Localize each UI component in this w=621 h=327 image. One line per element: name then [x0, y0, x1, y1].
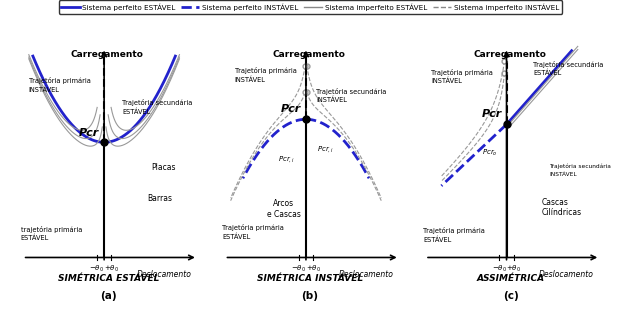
- Text: Trajetória secundária: Trajetória secundária: [550, 164, 611, 169]
- Text: trajetória primária: trajetória primária: [20, 226, 82, 233]
- Text: Cascas
Cilíndricas: Cascas Cilíndricas: [541, 198, 581, 217]
- Text: $-\theta_0$: $-\theta_0$: [492, 264, 507, 274]
- Text: Trajetória secundária: Trajetória secundária: [316, 88, 386, 95]
- Text: (b): (b): [302, 291, 319, 301]
- Text: Trajetória primária: Trajetória primária: [235, 67, 297, 74]
- Text: Trajetória primária: Trajetória primária: [222, 224, 284, 231]
- Text: INSTÁVEL: INSTÁVEL: [316, 96, 347, 103]
- Text: Trajetória secundária: Trajetória secundária: [533, 60, 604, 67]
- Text: Carregamento: Carregamento: [473, 50, 546, 59]
- Text: Pcr: Pcr: [481, 109, 502, 119]
- Text: $-\theta_0$: $-\theta_0$: [291, 264, 306, 274]
- Text: $+\theta_0$: $+\theta_0$: [104, 264, 119, 274]
- Text: Pcr: Pcr: [281, 104, 301, 114]
- Text: $Pcr_o$: $Pcr_o$: [482, 147, 497, 158]
- Text: ESTÁVEL: ESTÁVEL: [222, 233, 251, 240]
- Text: Trajetória primária: Trajetória primária: [29, 77, 91, 84]
- Text: Deslocamento: Deslocamento: [338, 270, 394, 279]
- Text: Trajetória secundária: Trajetória secundária: [122, 99, 193, 106]
- Text: Deslocamento: Deslocamento: [137, 270, 192, 279]
- Text: (a): (a): [100, 291, 117, 301]
- Text: INSTÁVEL: INSTÁVEL: [29, 86, 60, 93]
- Legend: Sistema perfeito ESTÁVEL, Sistema perfeito INSTÁVEL, Sistema imperfeito ESTÁVEL,: Sistema perfeito ESTÁVEL, Sistema perfei…: [58, 0, 563, 14]
- Text: INSTÁVEL: INSTÁVEL: [431, 77, 462, 84]
- Text: Trajetória primária: Trajetória primária: [431, 69, 493, 76]
- Text: SIMÉTRICA INSTÁVEL: SIMÉTRICA INSTÁVEL: [257, 274, 363, 283]
- Text: Placas: Placas: [151, 164, 176, 172]
- Text: SIMÉTRICA ESTÁVEL: SIMÉTRICA ESTÁVEL: [58, 274, 159, 283]
- Text: $Pcr_{,i}$: $Pcr_{,i}$: [278, 154, 294, 164]
- Text: Arcos
e Cascas: Arcos e Cascas: [266, 199, 301, 218]
- Text: ESTÁVEL: ESTÁVEL: [122, 108, 151, 115]
- Text: ESTÁVEL: ESTÁVEL: [533, 69, 561, 76]
- Text: Deslocamento: Deslocamento: [539, 270, 594, 279]
- Text: (c): (c): [503, 291, 519, 301]
- Text: $+\theta_0$: $+\theta_0$: [306, 264, 321, 274]
- Text: $Pcr_{,i}$: $Pcr_{,i}$: [317, 144, 334, 154]
- Text: $+\theta_0$: $+\theta_0$: [506, 264, 522, 274]
- Text: ESTÁVEL: ESTÁVEL: [20, 235, 49, 241]
- Text: Trajetória primária: Trajetória primária: [423, 227, 485, 234]
- Text: Carregamento: Carregamento: [273, 50, 346, 59]
- Text: Barras: Barras: [147, 194, 172, 203]
- Text: ASSIMÉTRICA: ASSIMÉTRICA: [476, 274, 545, 283]
- Text: Pcr: Pcr: [79, 128, 99, 138]
- Text: ESTÁVEL: ESTÁVEL: [423, 236, 451, 243]
- Text: INSTÁVEL: INSTÁVEL: [235, 76, 266, 83]
- Text: Carregamento: Carregamento: [71, 50, 144, 59]
- Text: $-\theta_0$: $-\theta_0$: [89, 264, 104, 274]
- Text: INSTÁVEL: INSTÁVEL: [550, 172, 577, 177]
